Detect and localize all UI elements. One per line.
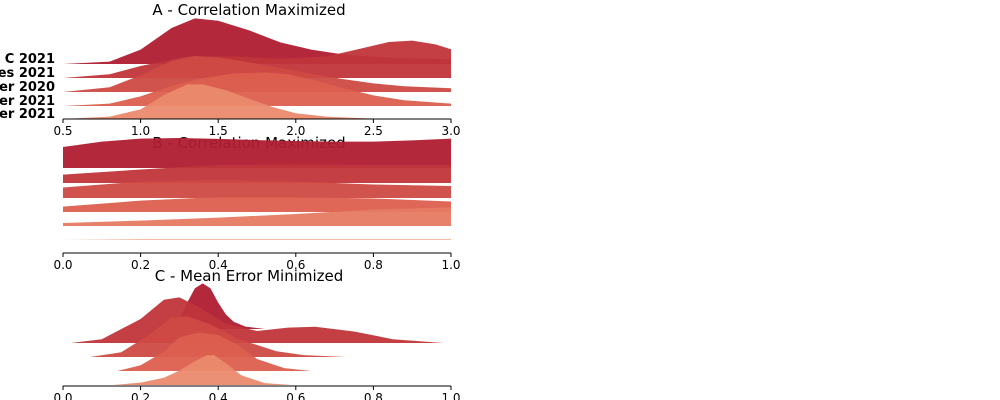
panel-b-ridge-5	[63, 207, 451, 226]
panel-a-row-label: er 2021	[0, 107, 55, 122]
panel-a-tick-label: 3.0	[441, 124, 460, 138]
panel-a-tick-label: 2.0	[286, 124, 305, 138]
panel-a-ridge-5	[63, 84, 451, 119]
panel-b: B - Correlation Maximized 0.00.20.40.60.…	[53, 134, 460, 272]
panel-b-ridge-4	[63, 197, 451, 212]
panel-c-ridge-4	[117, 332, 312, 371]
panel-a-tick-label: 1.0	[131, 124, 150, 138]
panel-b-ridge-3	[63, 180, 451, 198]
panel-c-tick-label: 0.6	[286, 391, 305, 400]
panel-a-title: A - Correlation Maximized	[152, 1, 345, 19]
panel-c-tick-label: 0.0	[53, 391, 72, 400]
panel-b-tick-label: 0.8	[364, 258, 383, 272]
panel-c-tick-label: 1.0	[441, 391, 460, 400]
panel-c-ridges	[70, 283, 444, 385]
panel-c-ridge-5	[113, 355, 292, 385]
panel-b-tick-label: 0.2	[131, 258, 150, 272]
panel-a-ridges	[63, 18, 451, 119]
panel-b-tick-label: 1.0	[441, 258, 460, 272]
panel-c-tick-label: 0.4	[209, 391, 228, 400]
panel-a-row-label: er 2021	[0, 94, 55, 109]
panel-b-x-axis: 0.0 0.2 0.4 0.6 0.8 1.0	[53, 252, 461, 272]
panel-a-tick-label: 0.5	[53, 124, 72, 138]
panel-c-tick-label: 0.2	[131, 391, 150, 400]
panel-b-tick-label: 0.6	[286, 258, 305, 272]
panel-c-title: C - Mean Error Minimized	[155, 267, 344, 285]
panel-b-tick-label: 0.4	[209, 258, 228, 272]
panel-c-ridge-2	[70, 297, 444, 343]
panel-b-ridge-6	[63, 239, 451, 240]
panel-a-row-label: er 2020	[0, 80, 55, 95]
panel-b-ridge-1	[63, 138, 451, 168]
panel-a-row-label: es 2021	[0, 66, 55, 81]
panel-a-x-axis: 0.5 1.0 1.5 2.0 2.5 3.0	[53, 118, 461, 138]
panel-c: C - Mean Error Minimized 0.0 0.2 0.4 0.6 0.8…	[53, 267, 460, 400]
panel-c-x-axis: 0.0 0.2 0.4 0.6 0.8 1.0	[53, 385, 461, 400]
panel-b-ridge-2	[63, 164, 451, 183]
panel-a-tick-label: 2.5	[364, 124, 383, 138]
panel-a-ridge-1	[63, 18, 451, 64]
panel-a-row-label: C 2021	[5, 52, 55, 67]
panel-a-tick-label: 1.5	[209, 124, 228, 138]
panel-c-tick-label: 0.8	[364, 391, 383, 400]
panel-b-ridges	[63, 138, 451, 240]
panel-b-tick-label: 0.0	[53, 258, 72, 272]
